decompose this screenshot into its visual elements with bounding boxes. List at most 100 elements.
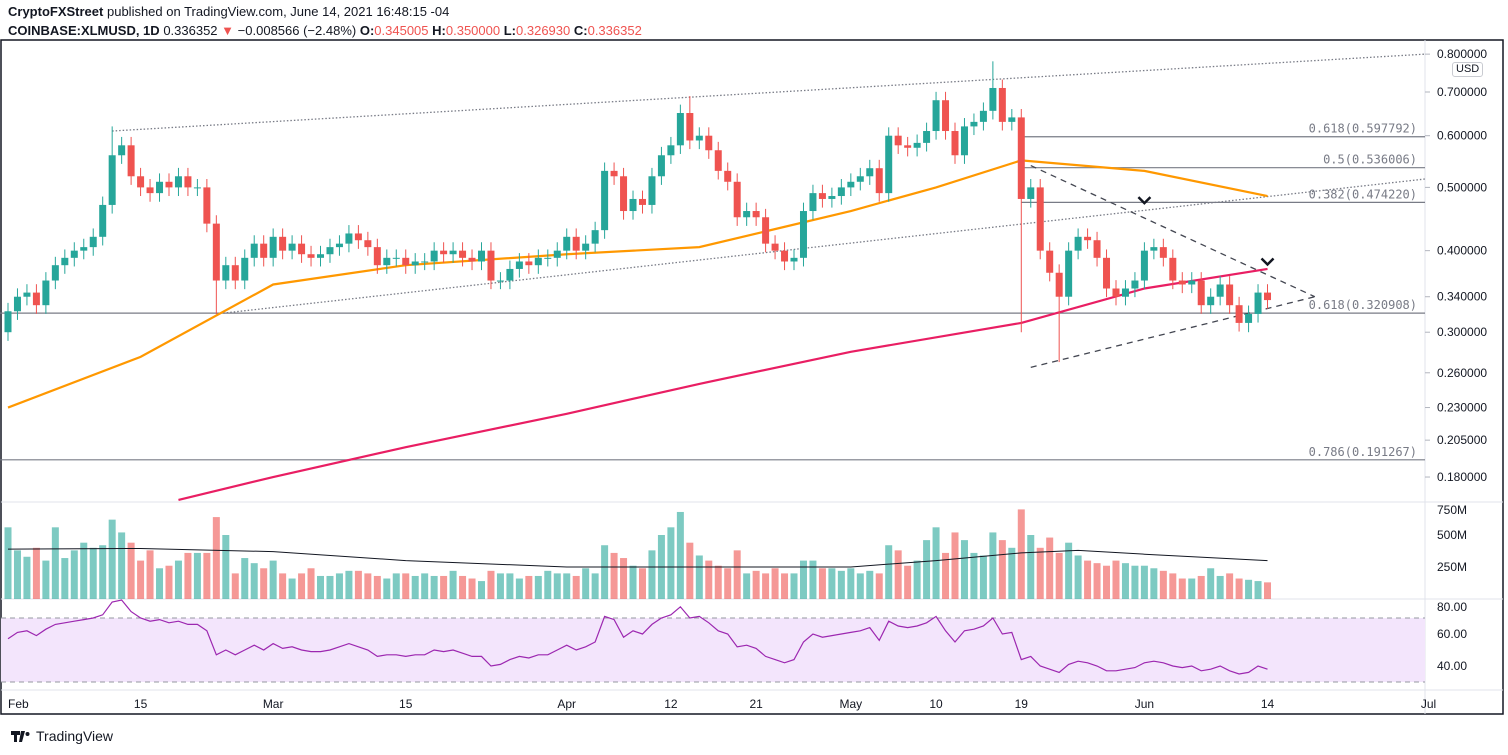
volume-bar bbox=[894, 550, 902, 599]
fib-level-label: 0.786(0.191267) bbox=[1309, 445, 1417, 459]
candle-body bbox=[99, 204, 107, 237]
low-value: 0.326930 bbox=[516, 23, 571, 38]
currency-badge[interactable]: USD bbox=[1452, 62, 1484, 77]
volume-bar bbox=[799, 560, 807, 599]
volume-bar bbox=[42, 560, 50, 599]
volume-bar bbox=[856, 573, 864, 599]
volume-bar bbox=[4, 527, 12, 599]
volume-bar bbox=[137, 560, 145, 599]
candle-body bbox=[1112, 288, 1120, 297]
fib-level-label: 0.382(0.474220) bbox=[1309, 187, 1417, 201]
dashed-trendline bbox=[1030, 164, 1316, 298]
volume-bar bbox=[885, 545, 893, 599]
volume-bar bbox=[430, 575, 438, 599]
volume-bar bbox=[203, 552, 211, 599]
volume-bar bbox=[468, 578, 476, 599]
volume-bar bbox=[923, 540, 931, 599]
published-text: published on TradingView.com, June 14, 2… bbox=[106, 4, 450, 19]
candle-body bbox=[1046, 250, 1054, 273]
volume-bar bbox=[970, 552, 978, 599]
volume-axis-label: 500M bbox=[1437, 528, 1467, 542]
volume-bar bbox=[1084, 560, 1092, 599]
brand-name: TradingView bbox=[36, 728, 114, 744]
candle-body bbox=[156, 181, 164, 194]
volume-bar bbox=[828, 568, 836, 599]
volume-bar bbox=[279, 573, 287, 599]
volume-bar bbox=[1235, 578, 1243, 599]
candle-body bbox=[1074, 236, 1082, 251]
candle-body bbox=[402, 257, 410, 266]
volume-bar bbox=[648, 550, 656, 599]
candle-body bbox=[193, 187, 201, 189]
candle-body bbox=[733, 181, 741, 218]
candle-body bbox=[960, 126, 968, 156]
volume-bar bbox=[212, 517, 220, 599]
price-change: −0.008566 (−2.48%) bbox=[237, 23, 357, 38]
publisher[interactable]: CryptoFXStreet bbox=[8, 4, 104, 19]
rsi-axis-label: 80.00 bbox=[1437, 600, 1467, 614]
volume-bar bbox=[1036, 547, 1044, 599]
candle-body bbox=[118, 145, 126, 156]
candle-body bbox=[80, 247, 88, 251]
candle-body bbox=[1264, 292, 1272, 301]
volume-bar bbox=[733, 550, 741, 599]
volume-bar bbox=[1046, 537, 1054, 599]
candle-body bbox=[13, 296, 21, 312]
price-axis-label: 0.500000 bbox=[1437, 180, 1487, 194]
candle-body bbox=[923, 131, 931, 143]
volume-bar bbox=[99, 545, 107, 599]
candle-body bbox=[1159, 247, 1167, 258]
candle-body bbox=[1093, 240, 1101, 258]
candle-body bbox=[904, 145, 912, 148]
volume-bar bbox=[591, 573, 599, 599]
candle-body bbox=[1131, 280, 1139, 289]
candle-body bbox=[146, 187, 154, 194]
candle-body bbox=[790, 257, 798, 262]
time-axis-label: 15 bbox=[134, 697, 148, 711]
time-axis-label: 14 bbox=[1261, 697, 1275, 711]
volume-bar bbox=[1121, 563, 1129, 599]
volume-bar bbox=[847, 568, 855, 599]
volume-bar bbox=[638, 568, 646, 599]
candle-body bbox=[1036, 187, 1044, 251]
volume-bar bbox=[411, 575, 419, 599]
volume-bar bbox=[1008, 547, 1016, 599]
tradingview-logo[interactable]: TradingView bbox=[10, 728, 113, 744]
candle-body bbox=[629, 198, 637, 212]
volume-bar bbox=[1216, 575, 1224, 599]
time-axis-label: 12 bbox=[664, 697, 678, 711]
price-axis-label: 0.180000 bbox=[1437, 470, 1487, 484]
volume-bar bbox=[260, 568, 268, 599]
open-label: O: bbox=[359, 23, 375, 38]
candle-body bbox=[1103, 257, 1111, 289]
candle-body bbox=[506, 268, 514, 281]
time-axis-label: 21 bbox=[749, 697, 763, 711]
rsi-axis-label: 60.00 bbox=[1437, 627, 1467, 641]
volume-bar bbox=[932, 527, 940, 599]
volume-bar bbox=[335, 573, 343, 599]
candle-body bbox=[714, 150, 722, 171]
price-axis-label: 0.230000 bbox=[1437, 401, 1487, 415]
volume-bar bbox=[1027, 535, 1035, 599]
candle-body bbox=[544, 257, 552, 259]
candle-body bbox=[42, 280, 50, 306]
candle-body bbox=[89, 236, 97, 248]
price-axis-label: 0.600000 bbox=[1437, 129, 1487, 143]
candle-body bbox=[137, 176, 145, 188]
symbol[interactable]: COINBASE:XLMUSD, 1D bbox=[8, 23, 160, 38]
volume-bar bbox=[402, 573, 410, 599]
candle-body bbox=[231, 265, 239, 281]
candle-body bbox=[354, 233, 362, 241]
volume-bar bbox=[61, 558, 69, 599]
candle-body bbox=[440, 250, 448, 255]
volume-bar bbox=[288, 578, 296, 599]
high-label: H: bbox=[432, 23, 446, 38]
candle-body bbox=[525, 261, 533, 266]
volume-bar bbox=[174, 560, 182, 599]
candle-body bbox=[1150, 247, 1158, 251]
sma200-line bbox=[178, 267, 1268, 502]
volume-bar bbox=[345, 570, 353, 599]
volume-bar bbox=[809, 560, 817, 599]
volume-bar bbox=[231, 573, 239, 599]
